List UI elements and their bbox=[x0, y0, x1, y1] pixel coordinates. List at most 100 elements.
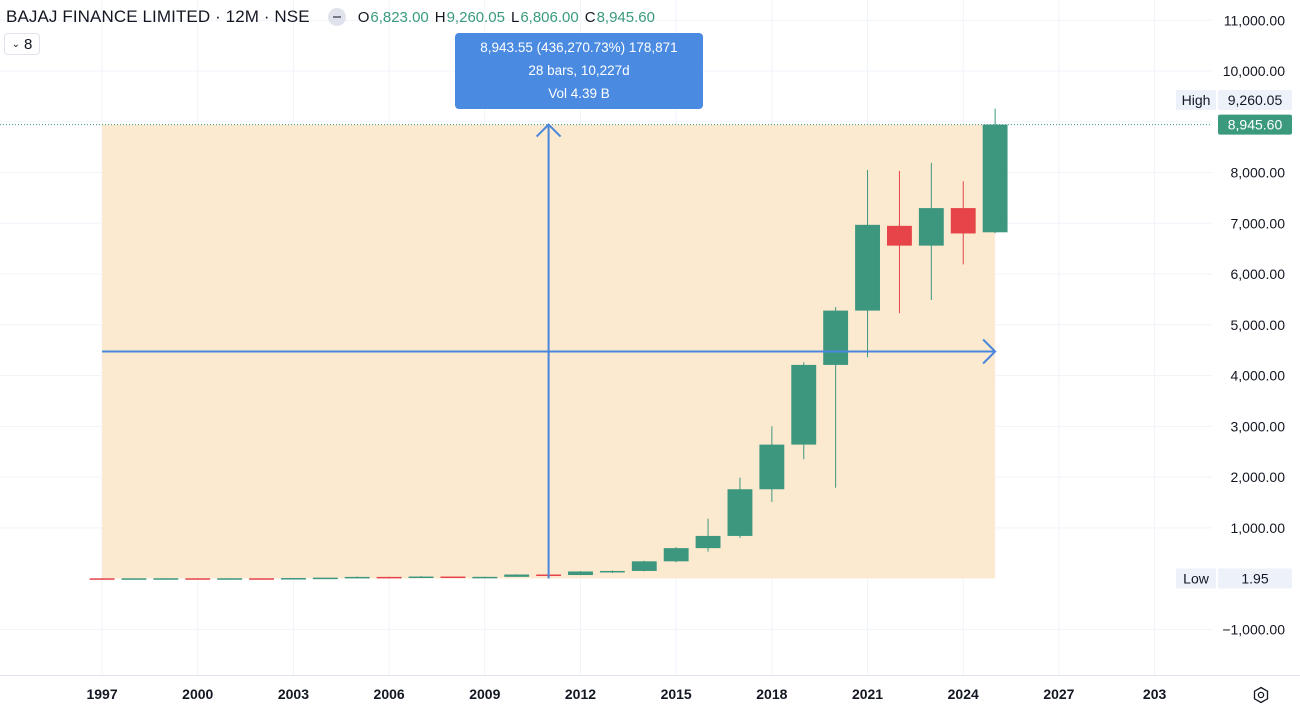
candle bbox=[663, 547, 689, 563]
candle bbox=[408, 576, 434, 579]
candle-body bbox=[823, 310, 849, 365]
ohlc-open: O6,823.00 bbox=[357, 8, 429, 26]
measure-arrowhead-right bbox=[982, 338, 997, 365]
price-tick-label: 1,000.00 bbox=[1231, 520, 1286, 536]
candle-body bbox=[440, 576, 466, 579]
settings-icon[interactable] bbox=[1252, 686, 1270, 704]
time-tick-label: 2000 bbox=[182, 686, 213, 702]
axis-labels: 11,000.0010,000.009,000.008,000.007,000.… bbox=[86, 12, 1285, 702]
candle-body bbox=[153, 578, 179, 580]
price-badge-value: 8,945.60 bbox=[1228, 117, 1283, 133]
candle-body bbox=[89, 578, 115, 580]
time-tick-label: 2021 bbox=[852, 686, 883, 702]
price-badge-value-bg bbox=[1218, 114, 1292, 135]
candle-body bbox=[472, 576, 498, 579]
time-tick-label: 2009 bbox=[469, 686, 500, 702]
price-badge-value-bg bbox=[1218, 568, 1292, 589]
candle-body bbox=[185, 578, 211, 580]
low-value: 6,806.00 bbox=[520, 8, 579, 26]
candle bbox=[950, 181, 976, 265]
time-tick-label: 1997 bbox=[86, 686, 117, 702]
candle-body bbox=[759, 444, 785, 490]
candle bbox=[855, 170, 880, 358]
candle bbox=[599, 570, 625, 573]
candle bbox=[886, 171, 912, 314]
time-tick-label: 2018 bbox=[756, 686, 787, 702]
candle-body bbox=[950, 208, 976, 234]
candle-body bbox=[886, 225, 912, 246]
candle-body bbox=[918, 208, 944, 246]
price-badge-label-bg bbox=[1176, 90, 1216, 110]
measure-arrowhead-up bbox=[535, 123, 562, 138]
candle bbox=[504, 574, 530, 577]
time-tick-label: 2012 bbox=[565, 686, 596, 702]
price-tick-label: 11,000.00 bbox=[1224, 12, 1285, 28]
candle-body bbox=[855, 224, 880, 311]
symbol-title[interactable]: BAJAJ FINANCE LIMITED · 12M · NSE bbox=[6, 7, 310, 26]
price-tick-label: 10,000.00 bbox=[1223, 63, 1285, 79]
close-value: 8,945.60 bbox=[596, 8, 655, 26]
candle-body bbox=[312, 577, 338, 580]
candle-body bbox=[663, 548, 689, 562]
time-tick-label: 2024 bbox=[948, 686, 979, 702]
open-value: 6,823.00 bbox=[370, 8, 429, 26]
candle bbox=[759, 426, 785, 502]
candle bbox=[376, 576, 402, 579]
candle bbox=[727, 477, 753, 538]
time-tick-label: 203 bbox=[1143, 686, 1167, 702]
ohlc-high: H9,260.05 bbox=[434, 8, 505, 26]
candle bbox=[472, 576, 498, 579]
price-tick-label: 8,000.00 bbox=[1231, 165, 1286, 181]
candle bbox=[823, 307, 849, 488]
market-status-icon[interactable] bbox=[327, 8, 346, 26]
price-badge-value-bg bbox=[1218, 90, 1292, 110]
candle-body bbox=[344, 576, 370, 579]
candle-body bbox=[727, 489, 753, 536]
price-badge: 8,945.60 bbox=[1218, 114, 1292, 135]
indicator-count: 8 bbox=[24, 35, 33, 53]
price-tick-label: 2,000.00 bbox=[1231, 469, 1286, 485]
candle-body bbox=[695, 535, 721, 549]
candle-body bbox=[280, 578, 306, 580]
price-tick-label: 4,000.00 bbox=[1231, 368, 1286, 384]
candle bbox=[249, 578, 274, 580]
candle bbox=[982, 108, 1008, 234]
candle bbox=[791, 362, 817, 460]
candle-body bbox=[376, 576, 402, 579]
price-tick-label: 3,000.00 bbox=[1231, 418, 1286, 434]
time-tick-label: 2027 bbox=[1043, 686, 1074, 702]
price-badge-label-bg bbox=[1176, 568, 1216, 589]
price-tick-label: 7,000.00 bbox=[1231, 215, 1286, 231]
candle bbox=[89, 578, 115, 580]
measure-change: 8,943.55 (436,270.73%) 178,871 bbox=[480, 40, 678, 55]
price-badge: Low 1.95 bbox=[1176, 568, 1292, 589]
indicators-toggle-button[interactable]: ⌄ 8 bbox=[4, 33, 40, 55]
candle-body bbox=[982, 124, 1008, 233]
candle bbox=[280, 577, 306, 580]
price-tick-label: −1,000.00 bbox=[1222, 621, 1285, 637]
price-badge: High 9,260.05 bbox=[1176, 90, 1292, 110]
candles bbox=[89, 108, 1008, 580]
candle bbox=[568, 570, 593, 576]
candle bbox=[440, 576, 466, 579]
candle bbox=[185, 578, 211, 580]
candle-body bbox=[408, 576, 434, 579]
price-tick-label: 5,000.00 bbox=[1231, 317, 1286, 333]
price-tick-label: 6,000.00 bbox=[1231, 266, 1286, 282]
candle bbox=[153, 578, 179, 580]
candle bbox=[918, 162, 944, 300]
candle-body bbox=[791, 364, 817, 445]
candle bbox=[217, 578, 243, 580]
candle bbox=[121, 578, 147, 580]
candle bbox=[344, 576, 370, 579]
candle-body bbox=[599, 570, 625, 573]
candle-body bbox=[568, 571, 593, 576]
ohlc-close: C8,945.60 bbox=[584, 8, 655, 26]
candle-body bbox=[217, 578, 243, 580]
measure-volume: Vol 4.39 B bbox=[548, 86, 610, 101]
measure-bars: 28 bars, 10,227d bbox=[528, 63, 630, 78]
candle bbox=[312, 577, 338, 580]
time-tick-label: 2006 bbox=[374, 686, 405, 702]
high-value: 9,260.05 bbox=[446, 8, 505, 26]
